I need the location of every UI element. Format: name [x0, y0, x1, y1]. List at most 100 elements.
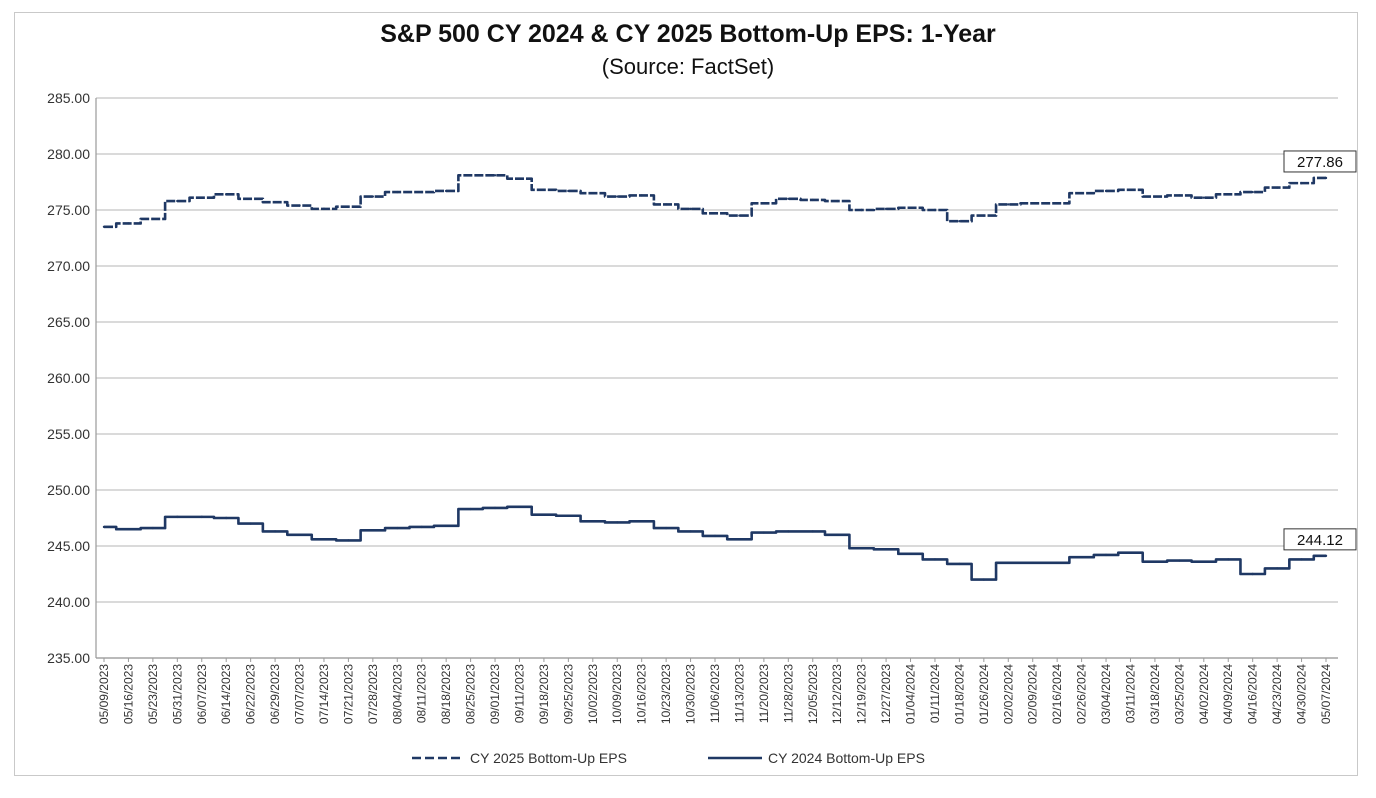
end-value-box: [1283, 150, 1357, 173]
x-tick-label: 10/23/2023: [659, 664, 673, 724]
data-point: [322, 207, 326, 211]
data-point: [102, 525, 106, 529]
data-point: [273, 200, 277, 204]
legend-label-cy2024: CY 2024 Bottom-Up EPS: [768, 750, 925, 766]
data-point: [884, 207, 888, 211]
data-point: [567, 189, 570, 193]
y-tick-label: 250.00: [47, 482, 90, 498]
x-tick-label: 09/18/2023: [537, 664, 551, 724]
data-point: [1104, 189, 1108, 193]
data-point: [884, 548, 888, 551]
x-tick-label: 01/26/2024: [977, 664, 991, 724]
data-point: [1080, 192, 1083, 195]
data-point: [982, 214, 986, 217]
data-point: [836, 533, 839, 536]
x-tick-label: 07/07/2023: [293, 664, 307, 724]
x-tick-label: 07/14/2023: [317, 664, 331, 724]
data-point: [1202, 196, 1206, 199]
data-point: [1251, 190, 1254, 194]
x-tick-label: 06/14/2023: [219, 664, 233, 724]
data-point: [1031, 202, 1034, 205]
y-tick-label: 240.00: [47, 594, 90, 610]
x-tick-label: 09/11/2023: [512, 664, 526, 723]
x-tick-label: 04/30/2024: [1295, 664, 1309, 724]
data-point: [1129, 188, 1132, 192]
x-tick-label: 02/02/2024: [1001, 664, 1015, 724]
x-tick-label: 06/29/2023: [268, 664, 282, 724]
chart-frame: [14, 12, 1358, 776]
x-tick-label: 12/12/2023: [830, 664, 844, 724]
data-point: [713, 212, 717, 215]
data-point: [200, 515, 203, 519]
data-point: [664, 526, 668, 530]
data-point: [591, 192, 594, 195]
data-point: [1300, 181, 1303, 185]
data-point: [933, 208, 937, 212]
x-tick-label: 04/02/2024: [1197, 664, 1211, 724]
data-point: [1300, 558, 1303, 561]
y-tick-label: 275.00: [47, 202, 90, 218]
x-tick-label: 02/09/2024: [1026, 664, 1040, 724]
data-point: [689, 207, 692, 211]
y-tick-label: 285.00: [47, 90, 90, 106]
data-point: [1202, 560, 1206, 563]
y-tick-label: 260.00: [47, 370, 90, 386]
data-point: [860, 547, 863, 550]
x-tick-label: 10/30/2023: [684, 664, 698, 724]
x-tick-label: 07/28/2023: [366, 664, 380, 724]
legend-label-cy2025: CY 2025 Bottom-Up EPS: [470, 750, 627, 766]
data-point: [787, 197, 790, 200]
x-tick-label: 08/18/2023: [439, 664, 453, 724]
x-tick-label: 05/09/2023: [97, 664, 111, 724]
data-point: [273, 530, 277, 533]
series-line-cy2024: [104, 505, 1326, 581]
data-point: [225, 193, 228, 196]
data-point: [1153, 195, 1157, 198]
series-line-cy2025: [104, 173, 1326, 229]
data-point: [518, 505, 521, 508]
data-point: [493, 174, 497, 177]
data-point: [249, 522, 252, 525]
data-point: [1275, 186, 1279, 189]
x-tick-label: 03/11/2024: [1123, 664, 1137, 723]
data-point: [396, 526, 399, 530]
data-point: [836, 199, 839, 203]
x-tick-label: 11/28/2023: [781, 664, 795, 723]
data-point: [1275, 567, 1279, 570]
end-value-box: [1283, 528, 1357, 551]
data-point: [249, 197, 252, 200]
data-point: [176, 199, 179, 203]
x-tick-label: 10/09/2023: [610, 664, 624, 724]
data-point: [298, 204, 301, 207]
data-point: [860, 208, 863, 212]
data-point: [909, 206, 912, 209]
x-tick-label: 11/13/2023: [732, 664, 746, 723]
data-point: [518, 177, 521, 180]
data-point: [1055, 561, 1059, 564]
data-point: [102, 225, 106, 228]
data-point: [1324, 554, 1328, 558]
x-tick-label: 03/25/2024: [1172, 664, 1186, 724]
data-point: [225, 516, 228, 520]
data-point: [444, 524, 448, 528]
data-point: [298, 533, 301, 536]
data-point: [738, 214, 741, 217]
data-point: [787, 530, 790, 533]
data-point: [1007, 561, 1010, 564]
data-point: [1007, 203, 1010, 206]
data-point: [1178, 559, 1181, 562]
data-point: [811, 198, 814, 202]
x-tick-label: 10/16/2023: [635, 664, 649, 724]
data-point: [933, 558, 937, 561]
data-point: [420, 525, 423, 529]
x-tick-label: 08/25/2023: [464, 664, 478, 724]
y-tick-label: 270.00: [47, 258, 90, 274]
data-point: [347, 205, 350, 208]
data-point: [958, 220, 961, 223]
x-tick-label: 08/11/2023: [415, 664, 429, 723]
data-point: [1178, 194, 1181, 197]
x-tick-label: 12/19/2023: [855, 664, 869, 724]
data-point: [1227, 558, 1230, 561]
x-tick-label: 12/05/2023: [806, 664, 820, 724]
data-point: [127, 528, 130, 531]
